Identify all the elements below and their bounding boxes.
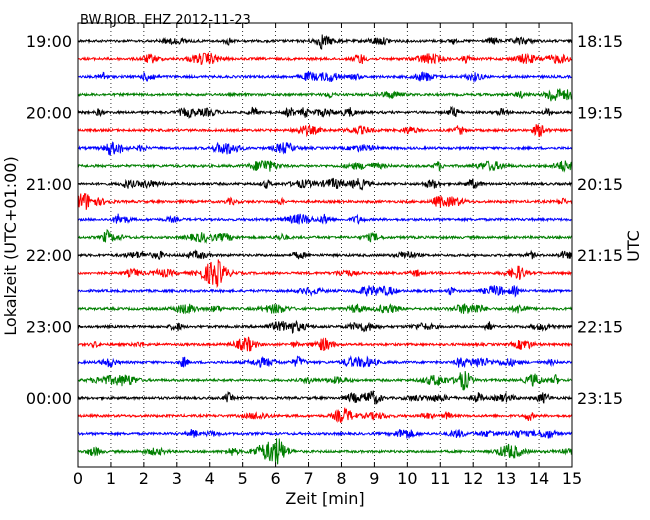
trace-line [77, 105, 573, 119]
x-tick-label: 5 [238, 469, 248, 488]
x-tick-label: 12 [463, 469, 483, 488]
trace-line [77, 249, 573, 260]
left-axis-label: Lokalzeit (UTC+01:00) [1, 156, 20, 335]
trace-line [77, 407, 573, 424]
right-time-label: 23:15 [577, 389, 623, 408]
left-time-label: 23:00 [26, 318, 72, 337]
trace-line [77, 228, 573, 245]
x-tick-label: 6 [271, 469, 281, 488]
trace-line [77, 52, 573, 65]
right-time-label: 21:15 [577, 246, 623, 265]
trace-line [77, 141, 573, 156]
trace-line [77, 390, 573, 405]
x-axis-label: Zeit [min] [285, 489, 364, 508]
trace-line [77, 303, 573, 315]
left-time-label: 19:00 [26, 32, 72, 51]
trace-line [77, 259, 573, 289]
right-axis-label: UTC [624, 230, 643, 262]
x-tick-label: 8 [336, 469, 346, 488]
trace-line [77, 213, 573, 225]
right-time-label: 20:15 [577, 175, 623, 194]
right-time-axis: 18:15 19:15 20:15 21:15 22:15 23:15 [567, 32, 623, 408]
trace-line [77, 160, 573, 173]
x-tick-label: 14 [529, 469, 549, 488]
trace-line [77, 370, 573, 392]
x-tick-label: 10 [397, 469, 417, 488]
x-tick-label: 2 [139, 469, 149, 488]
trace-line [77, 438, 573, 465]
x-tick-label: 13 [496, 469, 516, 488]
trace-line [77, 177, 573, 191]
x-tick-label: 15 [562, 469, 582, 488]
trace-line [77, 192, 573, 210]
trace-line [77, 428, 573, 439]
x-tick-label: 0 [73, 469, 83, 488]
right-time-label: 19:15 [577, 103, 623, 122]
left-time-label: 22:00 [26, 246, 72, 265]
plot-frame [77, 22, 573, 468]
trace-line [77, 319, 573, 334]
trace-line [77, 70, 573, 84]
trace-line [78, 34, 573, 50]
x-tick-label: 1 [106, 469, 116, 488]
right-time-label: 22:15 [577, 318, 623, 337]
trace-line [77, 88, 573, 102]
trace-line [77, 123, 573, 138]
right-time-label: 18:15 [577, 32, 623, 51]
x-axis: 0 1 2 3 4 5 6 7 8 9 10 11 12 13 14 15 [73, 23, 582, 488]
left-time-label: 20:00 [26, 103, 72, 122]
x-tick-label: 4 [205, 469, 215, 488]
seismogram-traces [77, 34, 573, 465]
x-tick-label: 9 [369, 469, 379, 488]
trace-line [77, 336, 573, 352]
left-time-label: 00:00 [26, 389, 72, 408]
left-time-label: 21:00 [26, 175, 72, 194]
left-time-axis: 19:00 20:00 21:00 22:00 23:00 00:00 [26, 32, 83, 408]
chart-title: BW.RJOB..EHZ 2012-11-23 [80, 13, 251, 28]
x-tick-label: 7 [303, 469, 313, 488]
trace-line [77, 355, 572, 369]
trace-line [77, 285, 573, 298]
x-tick-label: 3 [172, 469, 182, 488]
x-tick-label: 11 [430, 469, 450, 488]
